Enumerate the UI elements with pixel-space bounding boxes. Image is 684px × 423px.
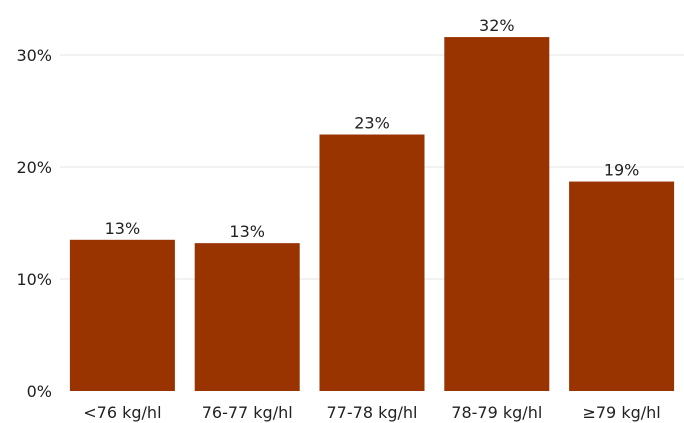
x-tick-label: ≥79 kg/hl: [582, 403, 660, 422]
y-tick-label: 0%: [27, 382, 52, 401]
x-tick-label: 77-78 kg/hl: [327, 403, 418, 422]
bar: [569, 181, 675, 391]
x-axis: <76 kg/hl 76-77 kg/hl 77-78 kg/hl 78-79 kg/…: [83, 403, 660, 422]
bar: [319, 134, 425, 391]
data-label: 13%: [229, 222, 265, 241]
data-label: 19%: [604, 161, 640, 180]
data-label: 13%: [105, 219, 141, 238]
y-tick-label: 10%: [16, 270, 52, 289]
x-tick-label: 76-77 kg/hl: [202, 403, 293, 422]
bar: [444, 37, 550, 392]
y-tick-label: 30%: [16, 46, 52, 65]
data-label: 32%: [479, 16, 515, 35]
data-label: 23%: [354, 114, 390, 133]
y-axis: 0% 10% 20% 30%: [16, 46, 52, 401]
x-tick-label: 78-79 kg/hl: [451, 403, 542, 422]
y-tick-label: 20%: [16, 158, 52, 177]
x-tick-label: <76 kg/hl: [83, 403, 161, 422]
bars: [69, 37, 675, 392]
bar: [194, 243, 300, 391]
bar: [69, 239, 175, 391]
data-labels: 13% 13% 23% 32% 19%: [105, 16, 640, 241]
